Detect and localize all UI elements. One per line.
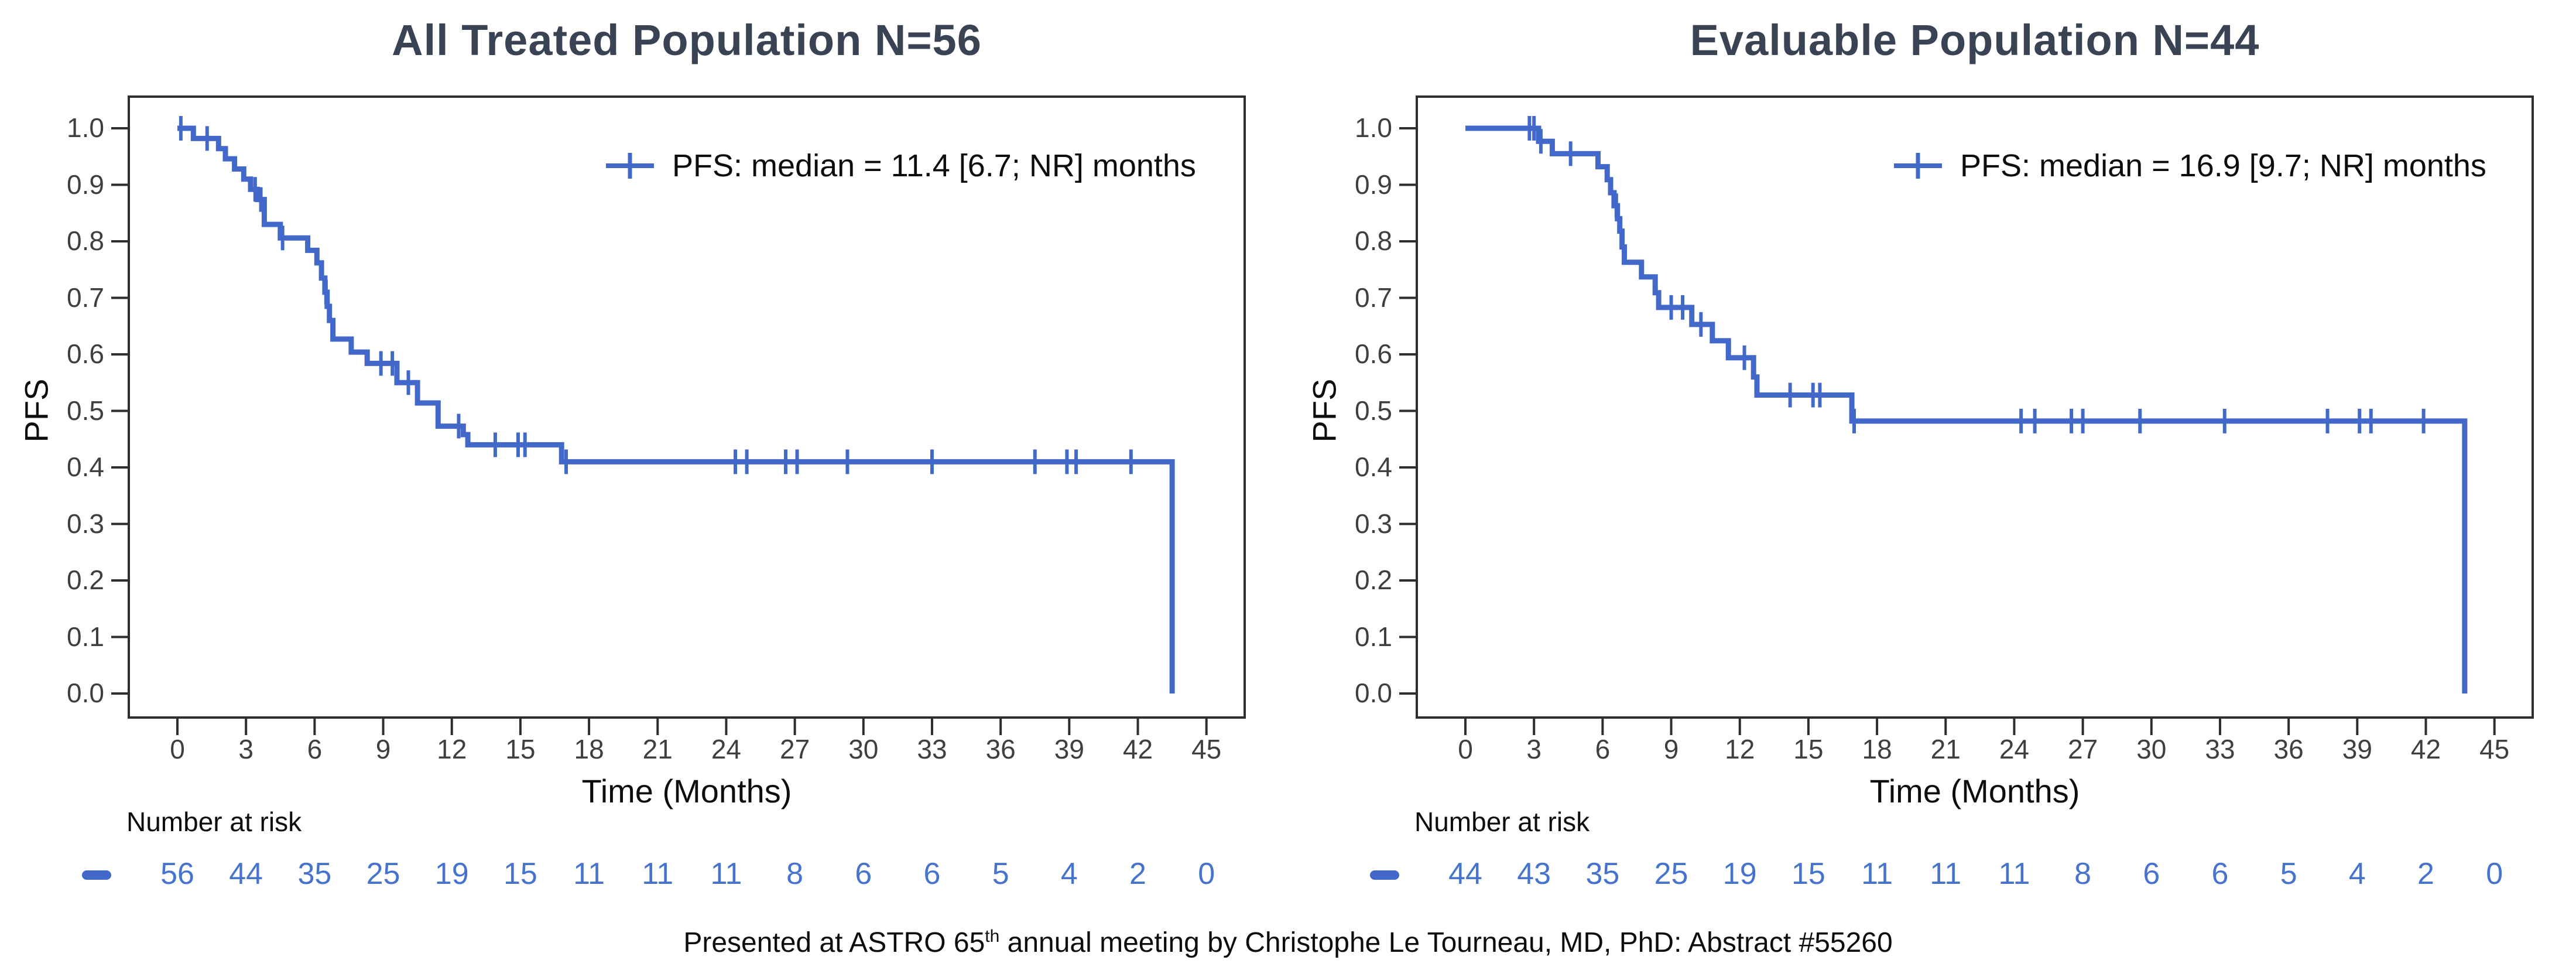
legend-label: PFS: median = 11.4 [6.7; NR] months — [672, 148, 1196, 183]
x-axis-label: Time (Months) — [1869, 773, 2080, 809]
number-at-risk-label: Number at risk — [126, 807, 302, 837]
legend-marker-icon — [606, 153, 654, 179]
figure-footer: Presented at ASTRO 65th annual meeting b… — [0, 927, 2576, 959]
legend-marker-icon — [1894, 153, 1942, 179]
km-curve — [1465, 125, 2468, 694]
legend: PFS: median = 16.9 [9.7; NR] months — [1891, 147, 2486, 185]
y-axis-label: PFS — [18, 378, 55, 443]
axis-ticks — [1399, 127, 2496, 735]
panel-title: All Treated Population N=56 — [392, 16, 982, 64]
footer-text-suffix: annual meeting by Christophe Le Tourneau… — [999, 927, 1893, 958]
km-panel-evaluable: Evaluable Population N=44 PFS PFS: media… — [1288, 0, 2576, 977]
x-axis-label: Time (Months) — [581, 773, 792, 809]
km-panel-all-treated: All Treated Population N=56 PFS PFS: med… — [18, 16, 1246, 891]
km-plot-svg — [1399, 95, 2534, 735]
risk-series-marker-icon — [1370, 870, 1399, 880]
legend-label: PFS: median = 16.9 [9.7; NR] months — [1960, 148, 2486, 183]
risk-series-marker-icon — [82, 870, 111, 880]
panel-title: Evaluable Population N=44 — [1690, 16, 2260, 64]
censor-marks — [1527, 116, 2426, 433]
censor-marks — [179, 116, 1133, 474]
footer-superscript: th — [985, 927, 1000, 946]
number-at-risk-label: Number at risk — [1414, 807, 1590, 837]
y-axis-label: PFS — [1306, 378, 1343, 443]
legend: PFS: median = 11.4 [6.7; NR] months — [603, 147, 1196, 185]
axis-ticks — [111, 127, 1208, 735]
km-curve — [177, 125, 1175, 694]
footer-text-prefix: Presented at ASTRO 65 — [683, 927, 985, 958]
plot-frame — [1416, 95, 2534, 719]
plot-frame — [128, 95, 1246, 719]
km-plot-svg — [111, 95, 1246, 735]
